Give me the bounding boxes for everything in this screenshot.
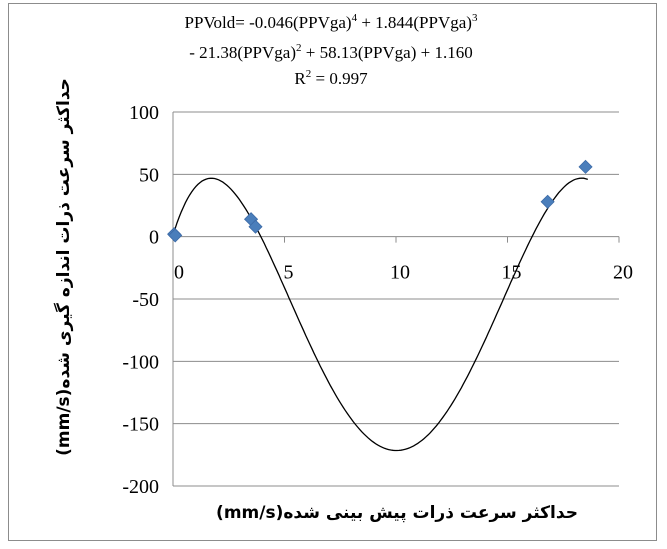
data-points — [167, 159, 593, 243]
x-axis-title: حداکثر سرعت ذرات پیش بینی شده(mm/s) — [216, 503, 578, 523]
y-tick-labels: 100 50 0 -50 -100 -150 -200 — [122, 102, 159, 498]
chart: PPVold= -0.046(PPVga)4 + 1.844(PPVga)3 -… — [53, 12, 633, 523]
equation-r-squared: R2 = 0.997 — [294, 68, 368, 88]
trendline — [172, 177, 589, 452]
x-tick-label: 0 — [174, 262, 184, 284]
gridlines — [173, 111, 619, 487]
data-point — [248, 219, 263, 234]
y-tick-label: 0 — [149, 227, 159, 249]
equation-line-2: - 21.38(PPVga)2 + 58.13(PPVga) + 1.160 — [189, 42, 472, 62]
data-point — [168, 228, 183, 243]
equation-line-1: PPVold= -0.046(PPVga)4 + 1.844(PPVga)3 — [185, 12, 478, 32]
x-tick-label: 5 — [284, 262, 294, 284]
x-tick-label: 10 — [390, 262, 410, 284]
y-tick-label: -50 — [132, 289, 159, 311]
y-tick-label: -100 — [122, 351, 159, 373]
data-point — [540, 194, 555, 209]
axes — [172, 112, 620, 486]
y-tick-label: 100 — [129, 102, 159, 124]
y-tick-label: 50 — [139, 164, 159, 186]
y-tick-label: -150 — [122, 414, 159, 436]
data-point — [578, 159, 593, 174]
x-tick-label: 15 — [502, 262, 522, 284]
x-tick-label: 20 — [613, 262, 633, 284]
y-tick-label: -200 — [122, 476, 159, 498]
x-tick-labels: 0 5 10 15 20 — [174, 262, 633, 284]
y-axis-title: حداکثر سرعت ذرات اندازه گیری شده(mm/s) — [53, 78, 74, 456]
chart-frame: PPVold= -0.046(PPVga)4 + 1.844(PPVga)3 -… — [8, 3, 657, 541]
